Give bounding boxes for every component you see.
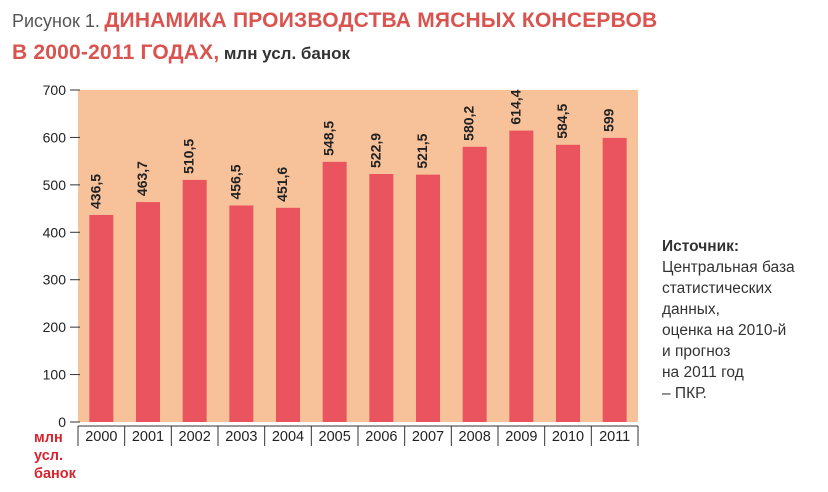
source-note: Источник: Центральная база статистически… bbox=[662, 236, 828, 404]
y-tick-label: 200 bbox=[43, 319, 67, 335]
x-tick-label: 2005 bbox=[319, 429, 351, 445]
bar bbox=[509, 130, 534, 422]
bar-value-label: 456,5 bbox=[227, 164, 243, 199]
x-tick-label: 2002 bbox=[179, 429, 211, 445]
y-axis-unit-label: млн bbox=[34, 430, 63, 446]
x-tick-label: 2004 bbox=[272, 429, 304, 445]
source-line: – ПКР. bbox=[662, 385, 707, 402]
x-tick-label: 2003 bbox=[225, 429, 257, 445]
source-line: на 2011 год bbox=[662, 364, 744, 381]
bar bbox=[182, 179, 207, 422]
bar-value-label: 451,6 bbox=[274, 167, 290, 202]
chart-title-line1: ДИНАМИКА ПРОИЗВОДСТВА МЯСНЫХ КОНСЕРВОВ bbox=[104, 9, 658, 32]
x-tick-label: 2011 bbox=[599, 429, 630, 445]
y-tick-label: 600 bbox=[43, 129, 67, 145]
x-tick-label: 2000 bbox=[85, 429, 117, 445]
bar-value-label: 599 bbox=[601, 108, 617, 132]
bars: 436,5 463,7 510,5 456,5 451,6 548,5 522,9 521,5… bbox=[87, 89, 627, 422]
bar bbox=[89, 214, 114, 422]
bar-value-label: 522,9 bbox=[367, 133, 383, 168]
bar bbox=[276, 207, 300, 422]
bar-value-label: 521,5 bbox=[414, 133, 430, 168]
x-tick-label: 2007 bbox=[412, 429, 444, 445]
bar-value-label: 580,2 bbox=[461, 106, 477, 141]
y-tick-label: 400 bbox=[43, 224, 67, 240]
bar-value-label: 436,5 bbox=[87, 174, 103, 209]
y-tick-label: 100 bbox=[43, 367, 67, 383]
x-tick-label: 2010 bbox=[552, 429, 584, 445]
bar-value-label: 548,5 bbox=[321, 121, 337, 156]
y-tick-label: 0 bbox=[58, 414, 66, 430]
bar bbox=[556, 144, 580, 422]
bar-value-label: 614,4 bbox=[507, 89, 523, 124]
x-tick-label: 2006 bbox=[365, 429, 397, 445]
y-axis-unit-label: усл. bbox=[34, 448, 63, 464]
bar bbox=[322, 161, 347, 422]
y-axis-label: млн усл. банок bbox=[34, 430, 77, 482]
y-tick-label: 300 bbox=[43, 272, 67, 288]
bar bbox=[462, 146, 487, 422]
x-tick-label: 2009 bbox=[505, 429, 537, 445]
source-line: Центральная база bbox=[662, 259, 795, 276]
bar-value-label: 463,7 bbox=[134, 161, 150, 196]
source-line: и прогноз bbox=[662, 343, 731, 360]
figure-label: Рисунок 1. bbox=[12, 11, 100, 31]
bar bbox=[229, 205, 254, 422]
bar bbox=[136, 202, 160, 422]
y-tick-label: 700 bbox=[43, 82, 67, 98]
y-axis-unit-label: банок bbox=[34, 466, 77, 482]
bar-value-label: 584,5 bbox=[554, 104, 570, 139]
bar-value-label: 510,5 bbox=[181, 139, 197, 174]
bar bbox=[369, 173, 394, 422]
y-tick-label: 500 bbox=[43, 177, 67, 193]
bar bbox=[416, 174, 440, 422]
chart-units: млн усл. банок bbox=[223, 44, 351, 63]
source-line: данных, bbox=[662, 301, 720, 318]
chart-title-line2: В 2000-2011 ГОДАХ, bbox=[12, 41, 220, 64]
chart-title-block: Рисунок 1. ДИНАМИКА ПРОИЗВОДСТВА МЯСНЫХ … bbox=[12, 6, 672, 70]
source-line: статистических bbox=[662, 280, 772, 297]
x-tick-label: 2008 bbox=[459, 429, 491, 445]
source-line: оценка на 2010-й bbox=[662, 322, 787, 339]
bar bbox=[602, 137, 627, 422]
x-tick-label: 2001 bbox=[132, 429, 164, 445]
source-title: Источник: bbox=[662, 238, 740, 255]
plot-background bbox=[78, 90, 638, 422]
y-ticks: 0 100 200 300 400 500 600 700 bbox=[43, 82, 80, 430]
x-axis: 2000 2001 2002 2003 2004 2005 2006 2007 2008 2009… bbox=[77, 425, 639, 446]
